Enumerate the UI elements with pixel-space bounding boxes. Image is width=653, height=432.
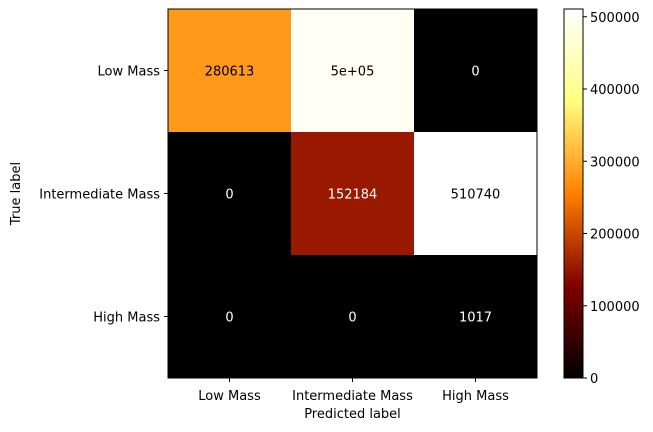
cell-value-label: 510740 [451, 188, 501, 203]
heatmap-cell [414, 255, 537, 378]
colorbar-tick-label: 100000 [590, 300, 640, 315]
y-tick-label: Low Mass [98, 65, 161, 80]
x-tick-label: Low Mass [198, 389, 261, 404]
colorbar-tick-label: 300000 [590, 155, 640, 170]
y-tick-label: Intermediate Mass [39, 188, 160, 203]
y-tick-label: High Mass [93, 311, 160, 326]
heatmap-cells [168, 9, 537, 378]
colorbar-tick-label: 400000 [590, 83, 640, 98]
y-axis-label: True label [9, 162, 24, 226]
heatmap-cell [168, 132, 291, 255]
y-axis-ticks: Low Mass Intermediate Mass High Mass [39, 65, 168, 326]
heatmap-cell [291, 132, 414, 255]
x-axis-ticks: Low Mass Intermediate Mass High Mass [198, 378, 509, 404]
x-axis-label: Predicted label [304, 407, 401, 422]
colorbar [563, 8, 584, 379]
heatmap-cell [414, 9, 537, 132]
cell-value-label: 5e+05 [331, 65, 375, 80]
cell-value-labels: 280613 5e+05 0 0 152184 510740 0 0 1017 [205, 65, 501, 326]
cell-value-label: 152184 [328, 188, 378, 203]
cell-value-label: 0 [348, 311, 356, 326]
cell-value-label: 0 [225, 311, 233, 326]
cell-value-label: 280613 [205, 65, 255, 80]
x-tick-label: Intermediate Mass [292, 389, 413, 404]
cell-value-label: 1017 [459, 311, 492, 326]
x-tick-label: High Mass [442, 389, 509, 404]
heatmap-cell [168, 9, 291, 132]
colorbar-ticks: 0 100000 200000 300000 400000 500000 [583, 11, 640, 387]
heatmap-cell [291, 255, 414, 378]
colorbar-tick-label: 0 [590, 372, 598, 387]
cell-value-label: 0 [225, 188, 233, 203]
heatmap-cell [414, 132, 537, 255]
colorbar-tick-label: 500000 [590, 11, 640, 26]
heatmap-cell [291, 9, 414, 132]
heatmap-cell [168, 255, 291, 378]
colorbar-tick-label: 200000 [590, 228, 640, 243]
cell-value-label: 0 [471, 65, 479, 80]
